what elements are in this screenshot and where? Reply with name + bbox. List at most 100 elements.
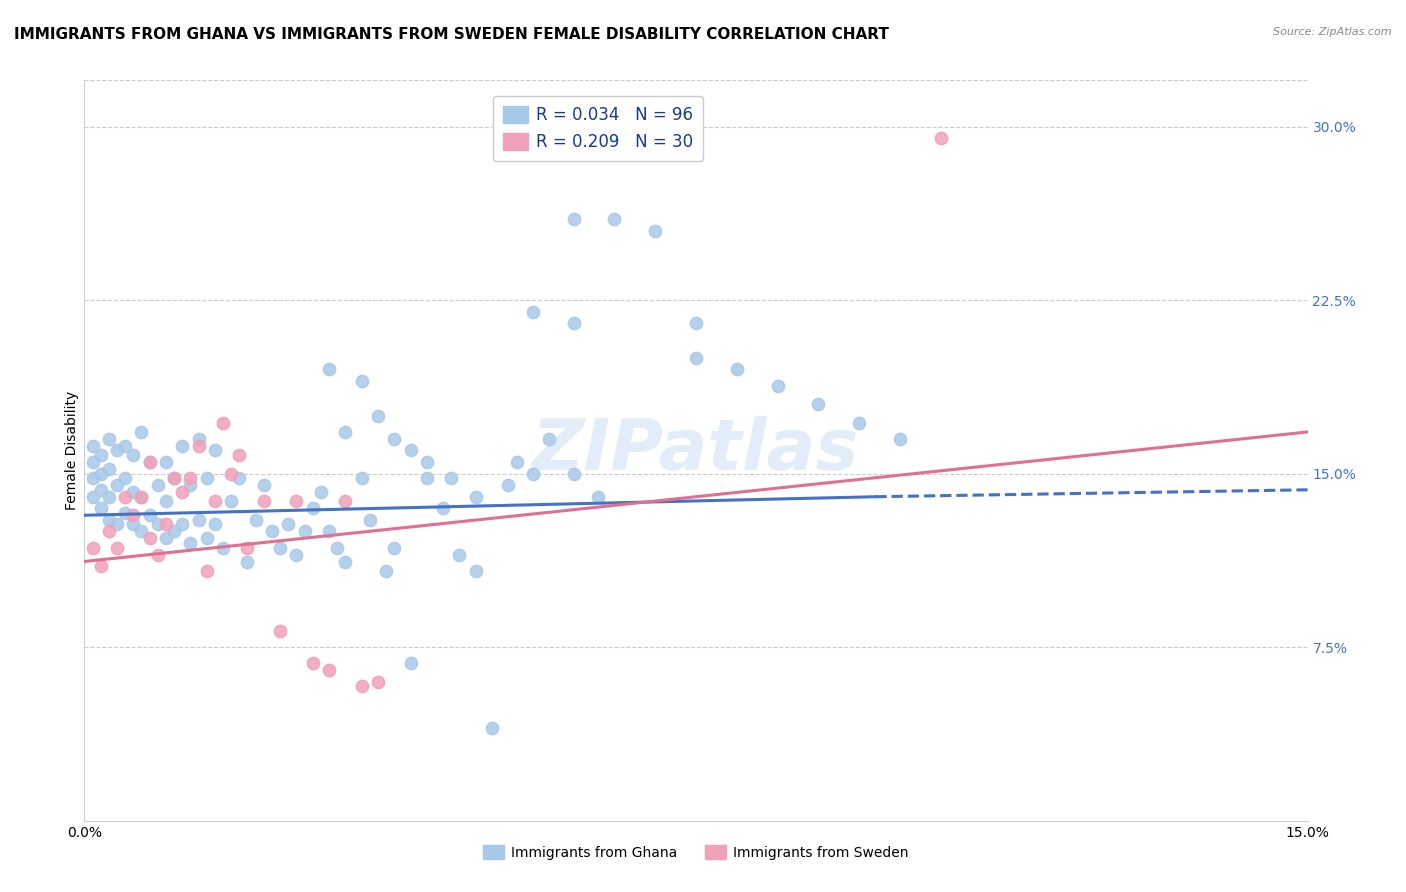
Point xyxy=(562,467,585,481)
Point xyxy=(301,657,323,671)
Point xyxy=(562,212,585,227)
Point xyxy=(212,416,235,430)
Y-axis label: Female Disability: Female Disability xyxy=(65,391,79,510)
Point xyxy=(350,374,373,388)
Point xyxy=(228,448,250,462)
Point xyxy=(309,485,332,500)
Text: IMMIGRANTS FROM GHANA VS IMMIGRANTS FROM SWEDEN FEMALE DISABILITY CORRELATION CH: IMMIGRANTS FROM GHANA VS IMMIGRANTS FROM… xyxy=(14,27,889,42)
Point xyxy=(464,490,486,504)
Point xyxy=(294,524,316,539)
Point xyxy=(179,471,201,485)
Point xyxy=(212,541,235,555)
Point xyxy=(187,513,209,527)
Point xyxy=(172,517,194,532)
Point xyxy=(725,362,748,376)
Point xyxy=(498,478,520,492)
Point xyxy=(335,494,357,508)
Point xyxy=(807,397,830,411)
Point xyxy=(155,517,177,532)
Point xyxy=(359,513,381,527)
Point xyxy=(228,471,250,485)
Point xyxy=(195,471,218,485)
Point xyxy=(204,517,226,532)
Point xyxy=(586,490,609,504)
Point xyxy=(440,471,463,485)
Point xyxy=(97,524,120,539)
Point xyxy=(82,455,104,469)
Point xyxy=(90,448,112,462)
Point xyxy=(179,536,201,550)
Point xyxy=(82,490,104,504)
Point xyxy=(82,439,104,453)
Point xyxy=(90,467,112,481)
Point xyxy=(105,443,128,458)
Point xyxy=(318,524,340,539)
Point xyxy=(301,501,323,516)
Point xyxy=(90,559,112,574)
Point xyxy=(131,490,153,504)
Point xyxy=(416,455,439,469)
Point xyxy=(253,478,276,492)
Point xyxy=(146,478,169,492)
Point xyxy=(432,501,454,516)
Point xyxy=(253,494,276,508)
Point xyxy=(114,506,136,520)
Point xyxy=(285,548,308,562)
Point xyxy=(163,524,186,539)
Point xyxy=(187,432,209,446)
Point xyxy=(163,471,186,485)
Point xyxy=(335,425,357,439)
Point xyxy=(138,508,160,523)
Point xyxy=(97,513,120,527)
Point xyxy=(138,455,160,469)
Point xyxy=(122,485,145,500)
Point xyxy=(269,541,291,555)
Point xyxy=(90,483,112,497)
Point xyxy=(155,532,177,546)
Point xyxy=(146,517,169,532)
Point xyxy=(187,439,209,453)
Point xyxy=(122,448,145,462)
Point xyxy=(146,548,169,562)
Point xyxy=(105,541,128,555)
Point xyxy=(97,462,120,476)
Point xyxy=(538,432,561,446)
Point xyxy=(464,564,486,578)
Point xyxy=(685,316,707,330)
Point xyxy=(179,478,201,492)
Point xyxy=(236,541,259,555)
Point xyxy=(562,316,585,330)
Point xyxy=(318,663,340,677)
Point xyxy=(82,541,104,555)
Point xyxy=(335,554,357,569)
Point xyxy=(367,674,389,689)
Point xyxy=(131,425,153,439)
Point xyxy=(114,439,136,453)
Point xyxy=(382,432,405,446)
Point xyxy=(114,490,136,504)
Point xyxy=(603,212,626,227)
Point xyxy=(326,541,349,555)
Point xyxy=(105,517,128,532)
Point xyxy=(122,508,145,523)
Point xyxy=(416,471,439,485)
Point xyxy=(90,501,112,516)
Text: ZIPatlas: ZIPatlas xyxy=(533,416,859,485)
Point xyxy=(269,624,291,638)
Point xyxy=(122,517,145,532)
Point xyxy=(82,471,104,485)
Point xyxy=(97,432,120,446)
Point xyxy=(350,471,373,485)
Point xyxy=(204,443,226,458)
Point xyxy=(138,455,160,469)
Point xyxy=(350,680,373,694)
Point xyxy=(219,494,242,508)
Point xyxy=(505,455,527,469)
Point xyxy=(318,362,340,376)
Legend: Immigrants from Ghana, Immigrants from Sweden: Immigrants from Ghana, Immigrants from S… xyxy=(478,839,914,865)
Point xyxy=(375,564,398,578)
Point xyxy=(449,548,471,562)
Point xyxy=(522,467,544,481)
Point xyxy=(138,532,160,546)
Point xyxy=(163,471,186,485)
